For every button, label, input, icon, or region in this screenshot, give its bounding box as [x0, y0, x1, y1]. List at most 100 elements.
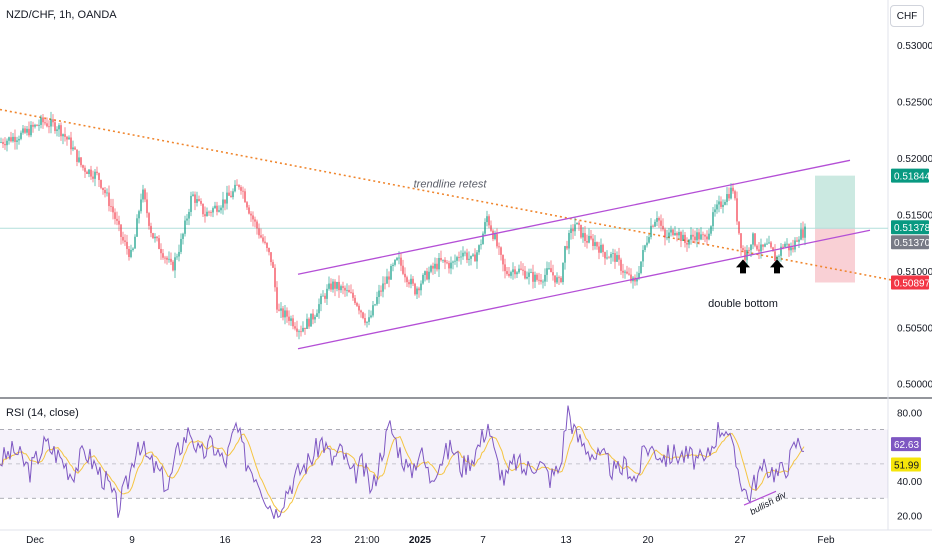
candle-body	[272, 262, 274, 268]
candle-body	[166, 257, 168, 260]
candle-body	[386, 276, 388, 284]
time-tick-label: 2025	[409, 535, 432, 546]
candle-body	[532, 271, 534, 282]
candle-body	[224, 199, 226, 204]
candle-body	[426, 271, 428, 280]
candle-body	[518, 268, 520, 273]
time-tick-label: Dec	[26, 535, 44, 546]
candle-body	[734, 191, 736, 199]
candle-body	[276, 287, 278, 310]
candle-body	[222, 199, 224, 208]
candle-body	[536, 274, 538, 280]
candle-body	[804, 226, 806, 238]
candle-body	[530, 271, 532, 273]
candle-body	[774, 251, 776, 262]
candle-body	[598, 246, 600, 253]
candle-body	[644, 245, 646, 250]
candle-body	[288, 316, 290, 321]
candle-body	[496, 234, 498, 247]
candle-body	[786, 243, 788, 245]
candle-body	[228, 192, 230, 196]
price-label-text: 0.50897	[894, 279, 931, 290]
price-tick-label: 0.50000	[897, 380, 932, 391]
candle-body	[84, 167, 86, 172]
candle-body	[218, 210, 220, 212]
candle-body	[402, 265, 404, 274]
candle-body	[154, 236, 156, 239]
candle-body	[392, 264, 394, 266]
candle-body	[692, 234, 694, 237]
candle-body	[80, 157, 82, 166]
candle-body	[294, 326, 296, 329]
candle-body	[468, 258, 470, 260]
candle-body	[90, 169, 92, 177]
candle-body	[316, 313, 318, 317]
candle-body	[538, 279, 540, 281]
candle-body	[610, 253, 612, 258]
candle-body	[390, 265, 392, 280]
candle-body	[792, 247, 794, 250]
candle-body	[700, 234, 702, 240]
candle-body	[174, 257, 176, 271]
candle-body	[712, 212, 714, 227]
candle-body	[506, 271, 508, 274]
candle-body	[406, 277, 408, 283]
candle-body	[194, 194, 196, 203]
candle-body	[658, 217, 660, 221]
candle-body	[554, 275, 556, 283]
candle-body	[448, 263, 450, 269]
candle-body	[688, 239, 690, 245]
candle-body	[540, 279, 542, 282]
rsi-value-box	[891, 457, 921, 472]
candle-body	[656, 217, 658, 222]
candle-body	[360, 310, 362, 313]
candle-body	[210, 212, 212, 213]
candle-body	[4, 144, 6, 146]
candle-body	[98, 173, 100, 181]
candle-body	[646, 242, 648, 246]
candle-body	[310, 313, 312, 327]
candle-body	[330, 283, 332, 290]
candle-body	[696, 232, 698, 241]
candle-body	[10, 137, 12, 142]
candle-body	[394, 259, 396, 265]
candle-body	[400, 257, 402, 266]
candle-body	[140, 199, 142, 212]
candle-body	[396, 257, 398, 260]
candle-body	[376, 296, 378, 305]
candle-body	[740, 233, 742, 249]
candle-body	[240, 187, 242, 191]
position-profit-zone	[815, 175, 855, 229]
candle-body	[520, 268, 522, 270]
candle-body	[732, 187, 734, 192]
candle-body	[606, 257, 608, 259]
currency-button[interactable]: CHF	[890, 5, 924, 27]
candle-body	[528, 272, 530, 277]
candle-body	[470, 255, 472, 259]
candle-body	[226, 192, 228, 204]
candle-body	[446, 262, 448, 264]
candle-body	[126, 241, 128, 249]
candle-body	[650, 225, 652, 238]
candle-body	[754, 233, 756, 246]
candle-body	[338, 281, 340, 291]
candle-body	[60, 125, 62, 137]
candle-body	[86, 171, 88, 174]
candle-body	[220, 207, 222, 211]
candle-body	[682, 234, 684, 241]
candle-body	[322, 295, 324, 297]
candle-body	[292, 318, 294, 327]
candle-body	[340, 286, 342, 291]
candle-body	[318, 304, 320, 314]
candle-body	[524, 270, 526, 279]
candle-body	[416, 288, 418, 295]
candle-body	[170, 258, 172, 262]
candle-body	[238, 185, 240, 188]
candle-body	[304, 327, 306, 329]
candle-body	[196, 199, 198, 203]
position-loss-zone	[815, 228, 855, 283]
candle-body	[178, 251, 180, 257]
candle-body	[626, 271, 628, 274]
